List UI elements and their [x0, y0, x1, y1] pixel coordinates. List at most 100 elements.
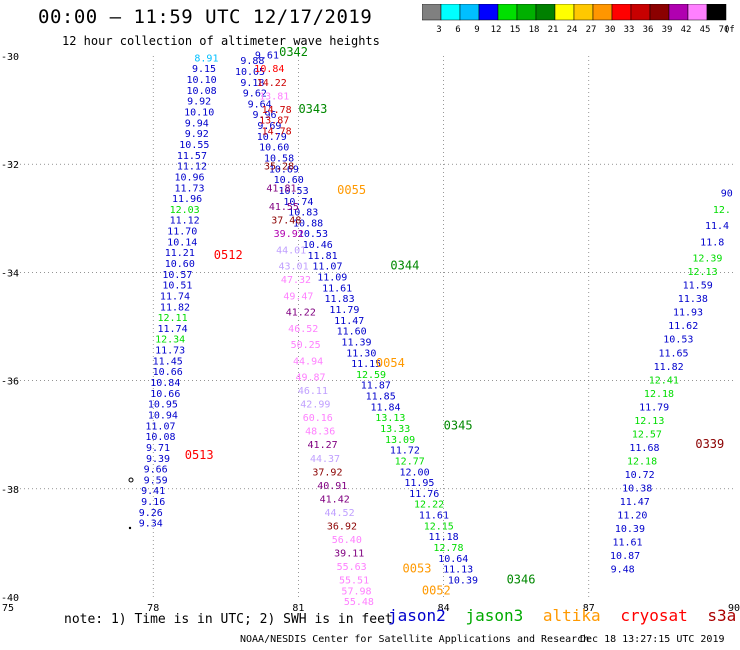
pass-label: 0055 — [337, 183, 366, 197]
wave-height-label: 11.87 — [361, 381, 391, 392]
wave-height-label: 40.91 — [317, 481, 347, 492]
wave-height-label: 10.55 — [179, 140, 209, 151]
wave-height-label: 56.40 — [332, 535, 362, 546]
wave-height-label: 9.88 — [240, 56, 264, 67]
island-marker — [128, 477, 134, 483]
wave-height-label: 10.94 — [148, 410, 178, 421]
wave-height-label: 11.47 — [620, 497, 650, 508]
wave-height-label: 11.74 — [160, 291, 190, 302]
pass-label: 0342 — [279, 45, 308, 59]
y-tick-label: -32 — [1, 160, 19, 171]
wave-height-label: 12.18 — [627, 456, 657, 467]
wave-height-label: 11.82 — [654, 362, 684, 373]
pass-label: 0345 — [444, 418, 473, 432]
colorbar-label: 9 — [474, 25, 479, 35]
wave-height-label: 10.96 — [174, 172, 204, 183]
wave-height-label: 50.25 — [291, 340, 321, 351]
wave-height-label: 60.16 — [303, 413, 333, 424]
wave-height-label: 10.10 — [187, 75, 217, 86]
y-tick-label: -36 — [1, 377, 19, 388]
wave-height-label: 13.33 — [380, 424, 410, 435]
wave-height-label: 14.78 — [262, 105, 292, 116]
colorbar-label: 12 — [491, 25, 502, 35]
pass-label: 0346 — [507, 572, 536, 586]
wave-height-label: 12.78 — [433, 543, 463, 554]
legend-item-jason2: jason2 — [388, 606, 446, 625]
colorbar-swatch — [706, 4, 727, 21]
wave-height-label: 10.72 — [625, 470, 655, 481]
wave-height-label: 10.95 — [148, 400, 178, 411]
wave-height-label: 9.92 — [187, 97, 211, 108]
wave-height-label: 10.08 — [187, 86, 217, 97]
wave-height-label: 12.18 — [644, 389, 674, 400]
wave-height-label: 9.59 — [144, 475, 168, 486]
legend-item-cryosat: cryosat — [620, 606, 688, 625]
wave-height-label: 10.66 — [150, 389, 180, 400]
track-a: 8.919.1510.1010.089.9210.109.949.9210.55… — [139, 53, 219, 529]
wave-height-label: 10.38 — [622, 484, 652, 495]
wave-height-label: 11.21 — [165, 248, 195, 259]
colorbar-label: 33 — [624, 25, 635, 35]
wave-height-label: 13.13 — [375, 413, 405, 424]
wave-height-label: 10.05 — [235, 67, 265, 78]
wave-height-label: 9.26 — [139, 508, 163, 519]
wave-height-label: 11.61 — [322, 283, 352, 294]
wave-height-label: 10.39 — [448, 575, 478, 586]
wave-height-label: 9.39 — [146, 454, 170, 465]
colorbar-label: 18 — [529, 25, 540, 35]
wave-height-label: 9.92 — [185, 129, 209, 140]
colorbar-unit: (ft) — [724, 25, 734, 35]
wave-height-label: 41.27 — [308, 440, 338, 451]
wave-height-label: 11.12 — [177, 162, 207, 173]
island-marker — [128, 526, 132, 530]
wave-height-label: 35.28 — [264, 162, 294, 173]
wave-height-label: 39.11 — [334, 548, 364, 559]
pass-label: 0339 — [695, 437, 724, 451]
wave-height-label: 10.57 — [162, 270, 192, 281]
wave-height-label: 9.61 — [255, 51, 279, 62]
wave-height-label: 11.83 — [324, 294, 354, 305]
wave-height-label: 9.69 — [257, 121, 281, 132]
wave-height-label: 11.96 — [172, 194, 202, 205]
wave-height-label: 11.62 — [668, 321, 698, 332]
wave-height-label: 10.66 — [153, 367, 183, 378]
colorbar-label: 36 — [643, 25, 654, 35]
wave-height-label: 12.77 — [395, 456, 425, 467]
wave-height-label: 10.46 — [303, 240, 333, 251]
wave-height-label: 48.36 — [305, 427, 335, 438]
wave-height-label: 12.57 — [632, 429, 662, 440]
x-tick-label: 78 — [147, 603, 159, 614]
wave-height-label: 11.68 — [629, 443, 659, 454]
wave-height-label: 10.64 — [438, 554, 468, 565]
wave-height-label: 49.47 — [283, 291, 313, 302]
wave-height-label: 10.60 — [274, 175, 304, 186]
wave-height-label: 10.39 — [615, 524, 645, 535]
wave-height-label: 44.52 — [324, 508, 354, 519]
wave-height-label: 14.78 — [262, 126, 292, 137]
wave-height-label: 41.55 — [269, 202, 299, 213]
wave-height-label: 12.22 — [414, 500, 444, 511]
wave-height-label: 11.95 — [404, 478, 434, 489]
wave-height-label: 11.13 — [443, 565, 473, 576]
wave-height-label: 11.38 — [678, 294, 708, 305]
wave-height-label: 46.52 — [288, 324, 318, 335]
footer-timestamp: Dec 18 13:27:15 UTC 2019 — [580, 634, 725, 645]
page-title: 00:00 – 11:59 UTC 12/17/2019 — [38, 6, 373, 28]
wave-height-label: 39.92 — [274, 229, 304, 240]
wave-height-label: 8.91 — [194, 53, 218, 64]
wave-height-label: 43.01 — [279, 262, 309, 273]
y-tick-label: -40 — [1, 593, 19, 604]
wave-height-label: 12.34 — [155, 335, 185, 346]
wave-height-label: 11.18 — [429, 532, 459, 543]
note-text: note: 1) Time is in UTC; 2) SWH is in fe… — [64, 612, 393, 627]
wave-height-label: 12.13 — [687, 267, 717, 278]
wave-height-label: 44.37 — [310, 454, 340, 465]
x-tick-label: 87 — [583, 603, 595, 614]
pass-label: 0052 — [422, 583, 451, 597]
wave-height-label: 11.8 — [700, 237, 724, 248]
pass-label: 0512 — [214, 248, 243, 262]
wave-height-label: 11.79 — [639, 402, 669, 413]
wave-height-label: 11.93 — [673, 308, 703, 319]
